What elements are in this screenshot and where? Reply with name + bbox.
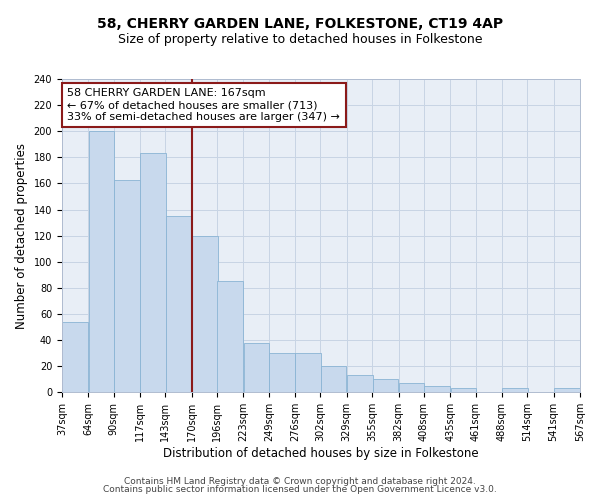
Bar xyxy=(166,216,191,392)
Bar xyxy=(269,353,295,393)
Text: Size of property relative to detached houses in Folkestone: Size of property relative to detached ho… xyxy=(118,32,482,46)
Bar xyxy=(451,388,476,392)
Text: Contains HM Land Registry data © Crown copyright and database right 2024.: Contains HM Land Registry data © Crown c… xyxy=(124,477,476,486)
Y-axis label: Number of detached properties: Number of detached properties xyxy=(15,142,28,328)
Bar xyxy=(295,353,321,393)
Bar xyxy=(373,380,398,392)
Text: 58, CHERRY GARDEN LANE, FOLKESTONE, CT19 4AP: 58, CHERRY GARDEN LANE, FOLKESTONE, CT19… xyxy=(97,18,503,32)
Bar xyxy=(62,322,88,392)
Bar xyxy=(399,383,424,392)
Text: 58 CHERRY GARDEN LANE: 167sqm
← 67% of detached houses are smaller (713)
33% of : 58 CHERRY GARDEN LANE: 167sqm ← 67% of d… xyxy=(67,88,340,122)
Bar xyxy=(217,282,243,393)
Bar xyxy=(244,342,269,392)
Bar xyxy=(554,388,580,392)
Text: Contains public sector information licensed under the Open Government Licence v3: Contains public sector information licen… xyxy=(103,485,497,494)
Bar xyxy=(89,131,114,392)
Bar xyxy=(140,154,166,392)
Bar xyxy=(424,386,450,392)
Bar xyxy=(347,376,373,392)
X-axis label: Distribution of detached houses by size in Folkestone: Distribution of detached houses by size … xyxy=(163,447,479,460)
Bar xyxy=(114,180,140,392)
Bar xyxy=(192,236,218,392)
Bar xyxy=(502,388,528,392)
Bar xyxy=(321,366,346,392)
